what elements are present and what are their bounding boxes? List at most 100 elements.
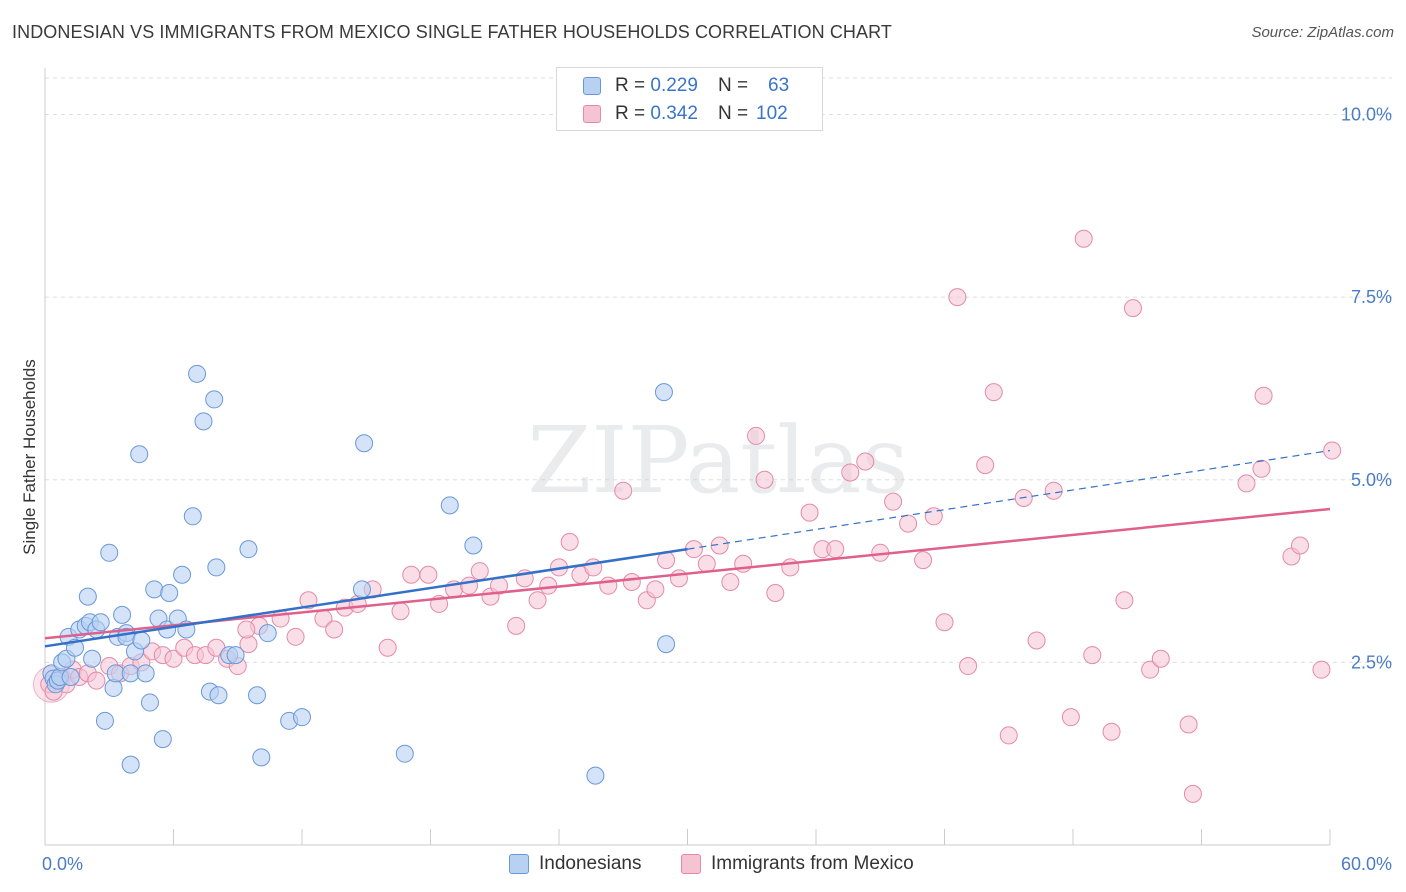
indonesian-point bbox=[183, 507, 202, 526]
mexico-point bbox=[914, 551, 933, 570]
bottom-legend-swatch-indonesians bbox=[509, 854, 529, 874]
mexico-point bbox=[984, 383, 1003, 402]
series-indonesian-points bbox=[42, 364, 676, 785]
mexico-point bbox=[1323, 441, 1342, 460]
mexico-point bbox=[1044, 481, 1063, 500]
mexico-point bbox=[935, 613, 954, 632]
mexico-point bbox=[402, 565, 421, 584]
legend-r-value: 0.229 bbox=[650, 75, 698, 96]
indonesian-point bbox=[113, 605, 132, 624]
indonesian-point bbox=[355, 434, 374, 453]
indonesian-point bbox=[100, 543, 119, 562]
indonesian-point bbox=[106, 664, 125, 683]
indonesian-point bbox=[654, 383, 673, 402]
bottom-legend-mexico: Immigrants from Mexico bbox=[681, 851, 914, 877]
watermark: ZIPatlas bbox=[527, 407, 908, 514]
mexico-point bbox=[948, 288, 967, 307]
y-tick-label: 10.0% bbox=[1341, 105, 1392, 125]
indonesian-point bbox=[95, 711, 114, 730]
chart-title: INDONESIAN VS IMMIGRANTS FROM MEXICO SIN… bbox=[12, 22, 893, 42]
mexico-point bbox=[1083, 646, 1102, 665]
series-mexico-points bbox=[32, 229, 1342, 803]
indonesian-point bbox=[248, 686, 267, 705]
mexico-point bbox=[1141, 660, 1160, 679]
indonesian-point bbox=[464, 536, 483, 555]
indonesian-point bbox=[145, 580, 164, 599]
x-tick-label-min: 0.0% bbox=[42, 854, 83, 874]
legend-swatch-mexico bbox=[583, 105, 601, 123]
indonesian-point bbox=[207, 558, 226, 577]
mexico-point bbox=[841, 463, 860, 482]
mexico-point bbox=[391, 602, 410, 621]
grid-lines bbox=[45, 77, 1392, 663]
legend-n-value: 102 bbox=[756, 103, 788, 124]
mexico-point bbox=[755, 470, 774, 489]
mexico-point bbox=[1102, 722, 1121, 741]
legend-n-label: N = bbox=[717, 75, 749, 96]
indonesian-point bbox=[121, 755, 140, 774]
mexico-point bbox=[470, 562, 489, 581]
mexico-point bbox=[1151, 649, 1170, 668]
indonesian-point bbox=[226, 646, 245, 665]
mexico-point bbox=[539, 576, 558, 595]
bottom-legend-label-mexico: Immigrants from Mexico bbox=[711, 853, 914, 874]
indonesian-point bbox=[140, 693, 159, 712]
legend-n-value: 63 bbox=[768, 75, 790, 96]
indonesian-point bbox=[239, 540, 258, 559]
mexico-point bbox=[826, 540, 845, 559]
indonesian-point bbox=[78, 587, 97, 606]
indonesian-point bbox=[293, 708, 311, 727]
mexico-trend-line bbox=[44, 507, 1331, 640]
mexico-point bbox=[1074, 229, 1093, 248]
mexico-point bbox=[1183, 784, 1202, 803]
mexico-point bbox=[87, 671, 106, 690]
indonesian-trend-line bbox=[44, 547, 688, 648]
y-tick-label: 2.5% bbox=[1351, 652, 1392, 672]
mexico-point bbox=[899, 514, 918, 533]
mexico-point bbox=[528, 591, 547, 610]
indonesian-point bbox=[136, 664, 155, 683]
mexico-point bbox=[299, 591, 318, 610]
bottom-legend-swatch-mexico bbox=[681, 854, 701, 874]
trend-lines bbox=[44, 449, 1331, 648]
indonesian-point bbox=[121, 664, 140, 683]
mexico-point bbox=[599, 576, 618, 595]
indonesian-point bbox=[61, 667, 80, 686]
mexico-point bbox=[1252, 459, 1271, 478]
mexico-point bbox=[959, 657, 978, 676]
tick-labels: 2.5% 5.0% 7.5% 10.0% 0.0% 60.0% bbox=[42, 105, 1392, 874]
indonesian-point bbox=[586, 766, 605, 785]
mexico-point bbox=[766, 583, 785, 602]
mexico-point bbox=[884, 492, 903, 511]
mexico-point bbox=[460, 576, 479, 595]
mexico-point bbox=[710, 536, 729, 555]
indonesian-point bbox=[194, 412, 213, 431]
mexico-point bbox=[747, 426, 766, 445]
axes bbox=[44, 68, 1331, 846]
indonesian-point bbox=[173, 565, 192, 584]
mexico-point bbox=[669, 569, 688, 588]
mexico-point bbox=[697, 554, 716, 573]
legend-row-indonesian: R = 0.229 N = 63 bbox=[583, 74, 789, 98]
mexico-point bbox=[560, 532, 579, 551]
legend-r-value: 0.342 bbox=[650, 103, 698, 124]
mexico-point bbox=[1179, 715, 1198, 734]
correlation-legend: R = 0.229 N = 63 R = 0.342 N = 102 bbox=[556, 67, 823, 131]
mexico-point bbox=[325, 620, 344, 639]
mexico-point bbox=[646, 580, 665, 599]
indonesian-point bbox=[130, 445, 149, 464]
indonesian-point bbox=[91, 613, 110, 632]
indonesian-point bbox=[395, 744, 414, 763]
source-label: Source: ZipAtlas.com bbox=[1251, 24, 1394, 41]
mexico-point bbox=[1291, 536, 1310, 555]
mexico-point bbox=[507, 616, 526, 635]
indonesian-point bbox=[440, 496, 459, 515]
mexico-point bbox=[378, 638, 397, 657]
indonesian-point bbox=[132, 631, 151, 650]
mexico-point bbox=[1061, 708, 1080, 727]
indonesian-point bbox=[160, 583, 179, 602]
indonesian-point bbox=[657, 635, 676, 654]
mexico-point bbox=[1312, 660, 1331, 679]
legend-r-label: R = bbox=[615, 103, 646, 124]
